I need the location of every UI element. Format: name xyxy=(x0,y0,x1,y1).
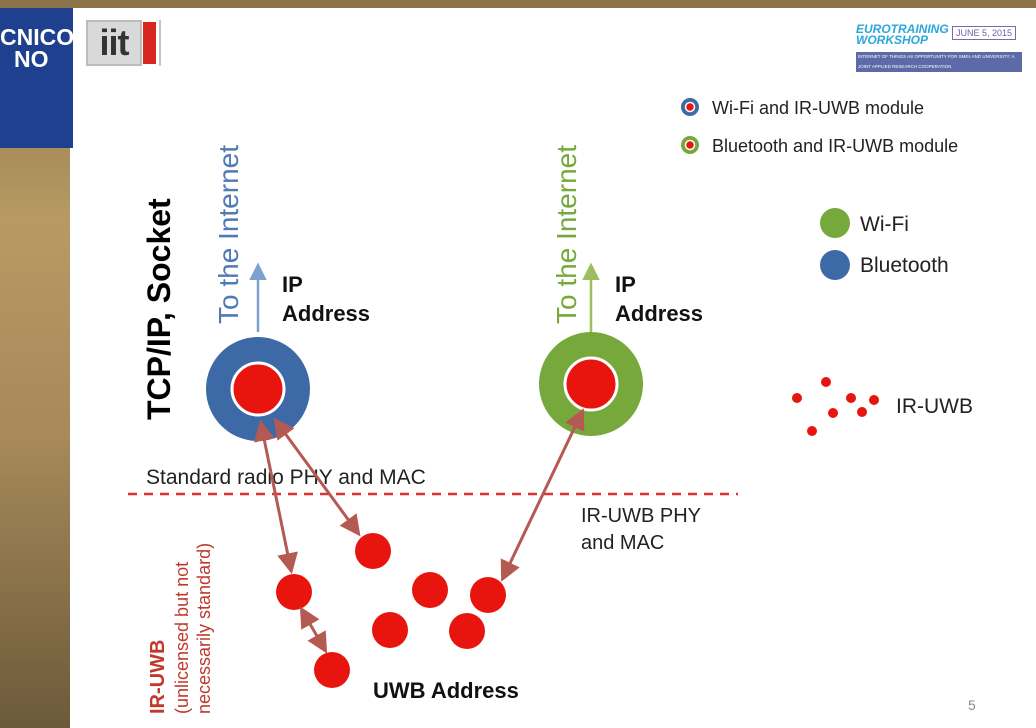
iit-logo: iit xyxy=(86,20,162,66)
uwb-address-label: UWB Address xyxy=(373,678,519,703)
iit-logo-text: iit xyxy=(86,20,142,66)
legend-wifi-label: Wi-Fi xyxy=(860,213,909,236)
uwb-link-arrow xyxy=(500,408,585,582)
legend-ir-uwb-label: IR-UWB xyxy=(896,395,973,418)
legend: Wi-Fi and IR-UWB module Bluetooth and IR… xyxy=(681,98,973,436)
eurotraining-title: EUROTRAINING WORKSHOP xyxy=(856,22,949,47)
ip-address-left-line2: Address xyxy=(282,301,370,326)
eurotraining-date: JUNE 5, 2015 xyxy=(952,26,1017,40)
uwb-node xyxy=(372,612,408,648)
unlicensed-line2: necessarily standard) xyxy=(194,543,214,714)
ip-address-right-line2: Address xyxy=(615,301,703,326)
uwb-node xyxy=(355,533,391,569)
uwb-link-arrow xyxy=(299,606,328,654)
unlicensed-line1: (unlicensed but not xyxy=(172,562,192,714)
uwb-node xyxy=(470,577,506,613)
legend-bluetooth-module-label: Bluetooth and IR-UWB module xyxy=(712,136,958,156)
to-internet-left-label: To the Internet xyxy=(213,145,244,324)
uwb-node xyxy=(449,613,485,649)
ir-uwb-phy-line2: and MAC xyxy=(581,532,664,554)
legend-wifi-module-core-icon xyxy=(684,101,696,113)
bluetooth-uwb-module-left xyxy=(206,337,310,441)
ir-uwb-side-label: IR-UWB xyxy=(147,640,169,714)
uwb-link-arrow xyxy=(273,417,361,537)
eurotraining-subtitle: INTERNET OF THINGS AS OPPORTUNITY FOR SM… xyxy=(856,52,1022,72)
legend-bluetooth-label: Bluetooth xyxy=(860,254,949,277)
eurotraining-logo: EUROTRAINING WORKSHOP JUNE 5, 2015 INTER… xyxy=(856,22,1022,76)
university-banner: CNICO NO xyxy=(0,8,73,148)
uwb-node xyxy=(276,574,312,610)
legend-bluetooth-module-core-icon xyxy=(684,139,696,151)
ip-address-left-line1: IP xyxy=(282,272,303,297)
banner-line-1: CNICO xyxy=(0,24,73,50)
iit-logo-divider xyxy=(159,20,161,66)
wifi-uwb-module-right xyxy=(539,332,643,436)
page-number: 5 xyxy=(968,697,976,713)
uwb-nodes xyxy=(276,533,506,688)
legend-wifi-icon xyxy=(820,208,850,238)
uwb-node xyxy=(412,572,448,608)
uwb-link-arrow xyxy=(254,419,298,575)
ir-uwb-phy-line1: IR-UWB PHY xyxy=(581,505,701,527)
banner-line-2: NO xyxy=(14,46,49,72)
legend-ir-uwb-icon xyxy=(792,377,879,436)
legend-bluetooth-icon xyxy=(820,250,850,280)
iit-logo-tag xyxy=(143,22,156,64)
legend-wifi-module-label: Wi-Fi and IR-UWB module xyxy=(712,98,924,118)
tcp-socket-label: TCP/IP, Socket xyxy=(141,198,177,420)
uwb-node xyxy=(314,652,350,688)
ip-address-right-line1: IP xyxy=(615,272,636,297)
to-internet-right-label: To the Internet xyxy=(551,145,582,324)
standard-radio-label: Standard radio PHY and MAC xyxy=(146,466,426,489)
